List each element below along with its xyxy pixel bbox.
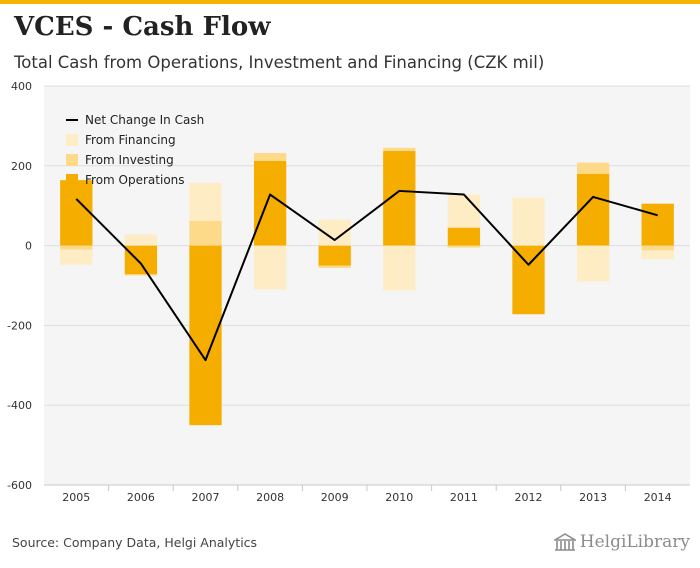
bar-from-financing [447, 194, 481, 228]
x-tick-label: 2011 [450, 491, 478, 504]
x-tick-label: 2009 [321, 491, 349, 504]
bar-from-financing [253, 245, 287, 290]
legend-label: Net Change In Cash [85, 113, 204, 127]
plot-background [44, 86, 690, 485]
bar-from-operations [512, 245, 545, 315]
x-axis-ticks: 2005 2006 2007 2008 2009 2010 2011 2012 2013 2014 [62, 485, 672, 504]
brand-logo: HelgiLibrary [553, 532, 690, 552]
x-tick-label: 2008 [256, 491, 284, 504]
y-tick-label: 400 [11, 80, 32, 93]
bar-from-investing [576, 162, 610, 174]
y-tick-label: -200 [7, 319, 32, 332]
bar-from-financing [641, 250, 674, 260]
bar-from-investing [253, 153, 287, 162]
bar-from-operations [641, 203, 674, 246]
bar-from-investing [447, 245, 481, 248]
line-series [75, 189, 658, 362]
bar-from-investing [60, 245, 93, 250]
library-icon [553, 533, 576, 551]
bar-from-financing [60, 249, 93, 265]
x-tick-label: 2007 [192, 491, 220, 504]
y-tick-label: 0 [25, 240, 32, 253]
brand-name: HelgiLibrary [579, 532, 690, 552]
bar-from-investing [189, 220, 222, 246]
bar-from-financing [383, 245, 416, 291]
bar-from-financing [576, 245, 610, 282]
x-tick-label: 2014 [644, 491, 672, 504]
legend-swatch [66, 134, 78, 146]
y-tick-label: -400 [7, 399, 32, 412]
legend-label: From Investing [85, 153, 174, 167]
legend-swatch [66, 174, 78, 186]
bar-from-investing [641, 245, 674, 251]
y-tick-label: -600 [7, 479, 32, 492]
line-net-change-in-cash [75, 189, 658, 362]
bar-from-investing [124, 274, 158, 276]
bar-from-investing [318, 265, 351, 268]
legend-swatch [66, 154, 78, 166]
legend-label: From Financing [85, 133, 176, 147]
x-tick-label: 2012 [515, 491, 543, 504]
x-tick-label: 2006 [127, 491, 155, 504]
bar-from-operations [447, 227, 481, 246]
chart-subtitle: Total Cash from Operations, Investment a… [14, 53, 545, 72]
x-tick-label: 2013 [579, 491, 607, 504]
bar-from-operations [576, 173, 610, 246]
x-tick-label: 2010 [385, 491, 413, 504]
bar-from-operations [124, 245, 158, 275]
bar-from-financing [512, 197, 545, 246]
x-tick-label: 2005 [62, 491, 90, 504]
accent-bar [0, 0, 700, 4]
source-note: Source: Company Data, Helgi Analytics [12, 535, 258, 550]
bar-from-operations [318, 245, 351, 266]
bar-from-investing [383, 147, 416, 152]
bar-from-financing [124, 234, 158, 246]
bar-from-operations [189, 245, 222, 426]
legend-label: From Operations [85, 173, 185, 187]
chart-title: VCES - Cash Flow [14, 12, 271, 42]
y-axis-ticks: 400 200 0 -200 -400 -600 [7, 80, 32, 492]
legend: Net Change In Cash From Financing From Inv… [66, 113, 204, 187]
bar-from-operations [60, 180, 93, 246]
y-tick-label: 200 [11, 160, 32, 173]
bar-from-financing [189, 182, 222, 221]
